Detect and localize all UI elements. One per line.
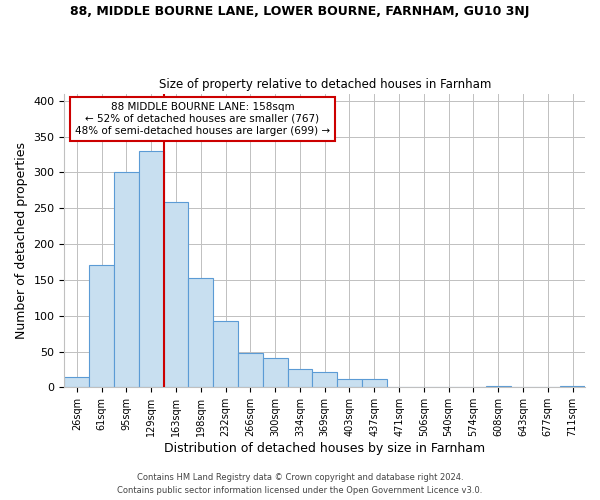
Bar xyxy=(287,368,313,388)
Bar xyxy=(263,358,287,388)
Bar xyxy=(213,320,238,388)
Text: Contains HM Land Registry data © Crown copyright and database right 2024.
Contai: Contains HM Land Registry data © Crown c… xyxy=(118,474,482,495)
Bar xyxy=(89,265,114,388)
Bar xyxy=(486,386,511,388)
Bar xyxy=(337,378,362,388)
Bar xyxy=(139,151,164,388)
Y-axis label: Number of detached properties: Number of detached properties xyxy=(15,142,28,339)
Bar xyxy=(188,278,213,388)
Bar xyxy=(313,372,337,388)
Bar xyxy=(164,202,188,388)
Title: Size of property relative to detached houses in Farnham: Size of property relative to detached ho… xyxy=(158,78,491,91)
Bar xyxy=(238,353,263,388)
Bar xyxy=(362,380,386,388)
Bar xyxy=(560,386,585,388)
Text: 88, MIDDLE BOURNE LANE, LOWER BOURNE, FARNHAM, GU10 3NJ: 88, MIDDLE BOURNE LANE, LOWER BOURNE, FA… xyxy=(70,5,530,18)
X-axis label: Distribution of detached houses by size in Farnham: Distribution of detached houses by size … xyxy=(164,442,485,455)
Bar xyxy=(114,172,139,388)
Bar xyxy=(64,378,89,388)
Text: 88 MIDDLE BOURNE LANE: 158sqm
← 52% of detached houses are smaller (767)
48% of : 88 MIDDLE BOURNE LANE: 158sqm ← 52% of d… xyxy=(75,102,330,136)
